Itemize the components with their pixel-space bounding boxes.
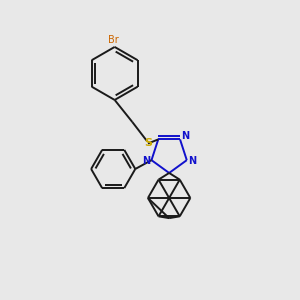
Text: S: S [145, 138, 152, 148]
Text: N: N [142, 156, 150, 166]
Text: N: N [188, 156, 196, 166]
Text: N: N [181, 131, 189, 142]
Text: Br: Br [108, 34, 118, 45]
